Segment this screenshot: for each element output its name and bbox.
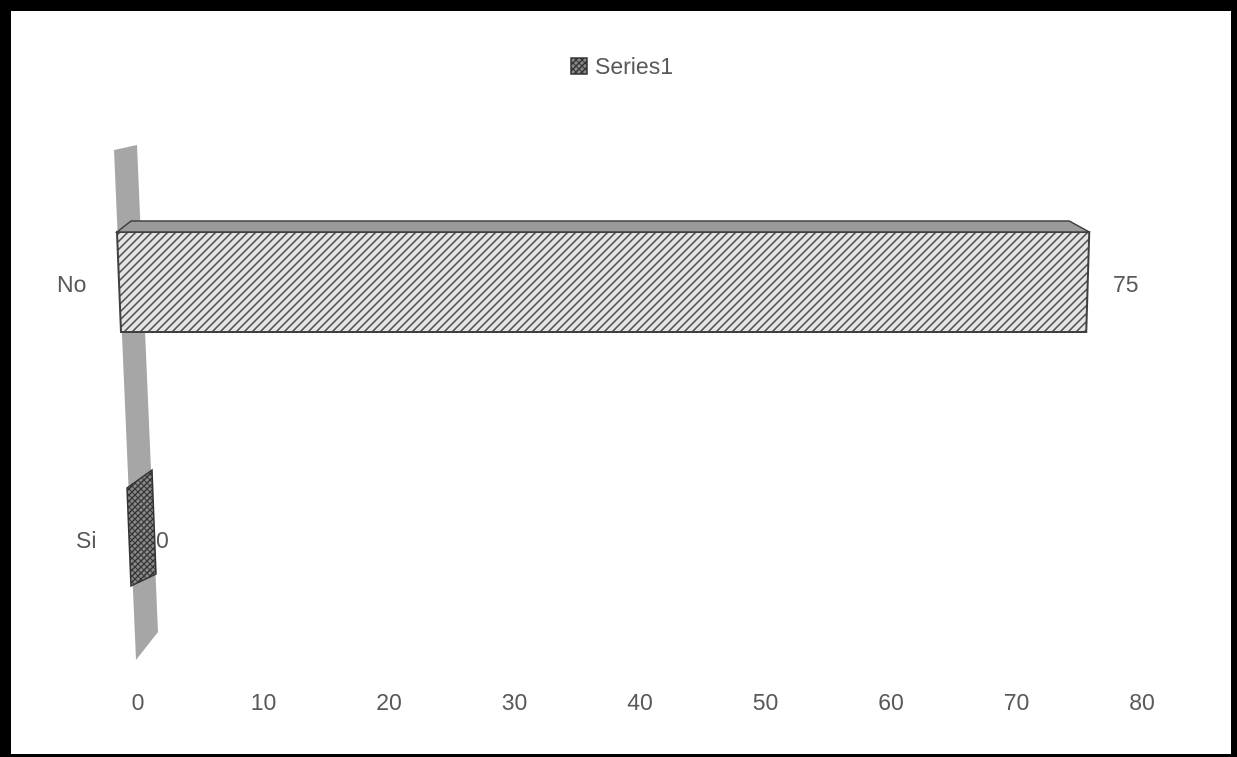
- x-tick-label: 40: [627, 689, 653, 715]
- x-tick-label: 30: [502, 689, 528, 715]
- legend-swatch-icon: [570, 57, 588, 75]
- data-label-no: 75: [1113, 271, 1139, 297]
- bar-no-top: [114, 220, 1090, 233]
- x-tick-label: 80: [1129, 689, 1155, 715]
- x-tick-label: 70: [1004, 689, 1030, 715]
- legend: Series1: [570, 53, 673, 79]
- bar-si: [126, 468, 157, 588]
- x-tick-label: 0: [132, 689, 145, 715]
- legend-label: Series1: [595, 53, 673, 79]
- x-axis-ticks: 0 10 20 30 40 50 60 70 80: [132, 689, 1155, 715]
- category-label-si: Si: [76, 527, 96, 553]
- x-tick-label: 60: [878, 689, 904, 715]
- x-tick-label: 20: [376, 689, 402, 715]
- x-tick-label: 10: [251, 689, 277, 715]
- bars-group: [114, 220, 1091, 588]
- x-tick-label: 50: [753, 689, 779, 715]
- category-label-no: No: [57, 271, 86, 297]
- data-label-si: 0: [156, 527, 169, 553]
- bar-no: [115, 231, 1091, 333]
